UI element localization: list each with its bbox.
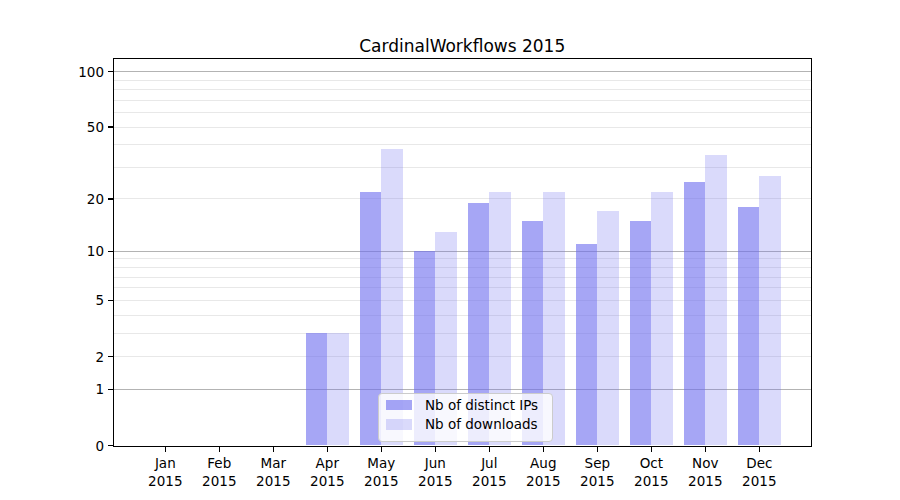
x-tick-label: Jun2015 — [405, 454, 465, 490]
x-tick-year: 2015 — [297, 472, 357, 490]
y-tick-label: 2 — [44, 350, 104, 364]
x-tick-label: Aug2015 — [513, 454, 573, 490]
x-tick-label: Sep2015 — [567, 454, 627, 490]
y-gridline-minor — [114, 89, 811, 90]
x-tick-year: 2015 — [189, 472, 249, 490]
bar-nb-of-distinct-ips-dec — [738, 207, 760, 445]
x-tick — [543, 447, 544, 452]
x-tick-year: 2015 — [675, 472, 735, 490]
x-tick-label: Jul2015 — [459, 454, 519, 490]
x-tick-month: Dec — [729, 454, 789, 472]
x-tick-year: 2015 — [513, 472, 573, 490]
y-tick-label: 50 — [44, 120, 104, 134]
x-tick-year: 2015 — [243, 472, 303, 490]
y-tick — [108, 71, 113, 72]
legend-swatch-downloads — [386, 419, 412, 430]
x-tick — [219, 447, 220, 452]
x-tick-month: Jan — [135, 454, 195, 472]
x-tick-label: Mar2015 — [243, 454, 303, 490]
y-gridline-minor — [114, 144, 811, 145]
bar-nb-of-downloads-dec — [759, 176, 781, 446]
y-gridline-minor — [114, 80, 811, 81]
bar-nb-of-distinct-ips-sep — [576, 244, 598, 445]
y-tick — [108, 126, 113, 127]
x-tick-label: May2015 — [351, 454, 411, 490]
y-tick-label: 20 — [44, 192, 104, 206]
y-tick-label: 10 — [44, 244, 104, 258]
bar-nb-of-downloads-nov — [705, 155, 727, 445]
y-tick — [108, 251, 113, 252]
x-tick-month: Jul — [459, 454, 519, 472]
legend: Nb of distinct IPs Nb of downloads — [378, 393, 553, 442]
x-tick — [489, 447, 490, 452]
x-tick-label: Apr2015 — [297, 454, 357, 490]
bar-nb-of-downloads-oct — [651, 192, 673, 446]
legend-label: Nb of downloads — [425, 416, 538, 432]
y-tick-label: 1 — [44, 382, 104, 396]
y-tick — [108, 445, 113, 446]
x-tick-year: 2015 — [351, 472, 411, 490]
x-tick-label: Nov2015 — [675, 454, 735, 490]
y-gridline-major — [114, 71, 811, 72]
bar-nb-of-distinct-ips-nov — [684, 182, 706, 446]
legend-label: Nb of distinct IPs — [425, 397, 538, 413]
x-tick-year: 2015 — [729, 472, 789, 490]
x-tick — [759, 447, 760, 452]
x-tick-year: 2015 — [621, 472, 681, 490]
y-tick — [108, 389, 113, 390]
bar-nb-of-distinct-ips-oct — [630, 221, 652, 446]
x-tick-label: Oct2015 — [621, 454, 681, 490]
chart-title: CardinalWorkflows 2015 — [113, 36, 812, 56]
x-tick — [381, 447, 382, 452]
bar-nb-of-distinct-ips-apr — [306, 333, 328, 445]
x-tick — [165, 447, 166, 452]
y-tick — [108, 356, 113, 357]
x-tick — [327, 447, 328, 452]
y-tick-label: 5 — [44, 293, 104, 307]
x-tick-month: Feb — [189, 454, 249, 472]
y-tick — [108, 300, 113, 301]
legend-swatch-distinct-ips — [386, 400, 412, 411]
x-tick-month: Jun — [405, 454, 465, 472]
x-tick-label: Feb2015 — [189, 454, 249, 490]
x-tick-month: Mar — [243, 454, 303, 472]
bar-nb-of-downloads-apr — [327, 333, 349, 445]
x-tick-month: Oct — [621, 454, 681, 472]
x-tick — [597, 447, 598, 452]
bar-nb-of-downloads-sep — [597, 211, 619, 445]
x-tick-year: 2015 — [405, 472, 465, 490]
y-tick-label: 0 — [44, 439, 104, 453]
x-tick — [705, 447, 706, 452]
x-tick-month: May — [351, 454, 411, 472]
x-tick-month: Aug — [513, 454, 573, 472]
figure: CardinalWorkflows 2015 Nb of distinct IP… — [0, 0, 900, 500]
y-gridline-minor — [114, 112, 811, 113]
x-tick-label: Jan2015 — [135, 454, 195, 490]
x-tick-year: 2015 — [135, 472, 195, 490]
x-tick-month: Nov — [675, 454, 735, 472]
x-tick — [435, 447, 436, 452]
y-gridline-minor — [114, 100, 811, 101]
x-tick-month: Apr — [297, 454, 357, 472]
x-tick-year: 2015 — [459, 472, 519, 490]
x-tick-year: 2015 — [567, 472, 627, 490]
x-tick-month: Sep — [567, 454, 627, 472]
x-tick — [273, 447, 274, 452]
y-gridline-minor — [114, 127, 811, 128]
y-tick — [108, 198, 113, 199]
x-tick-label: Dec2015 — [729, 454, 789, 490]
x-tick — [651, 447, 652, 452]
y-tick-label: 100 — [44, 65, 104, 79]
